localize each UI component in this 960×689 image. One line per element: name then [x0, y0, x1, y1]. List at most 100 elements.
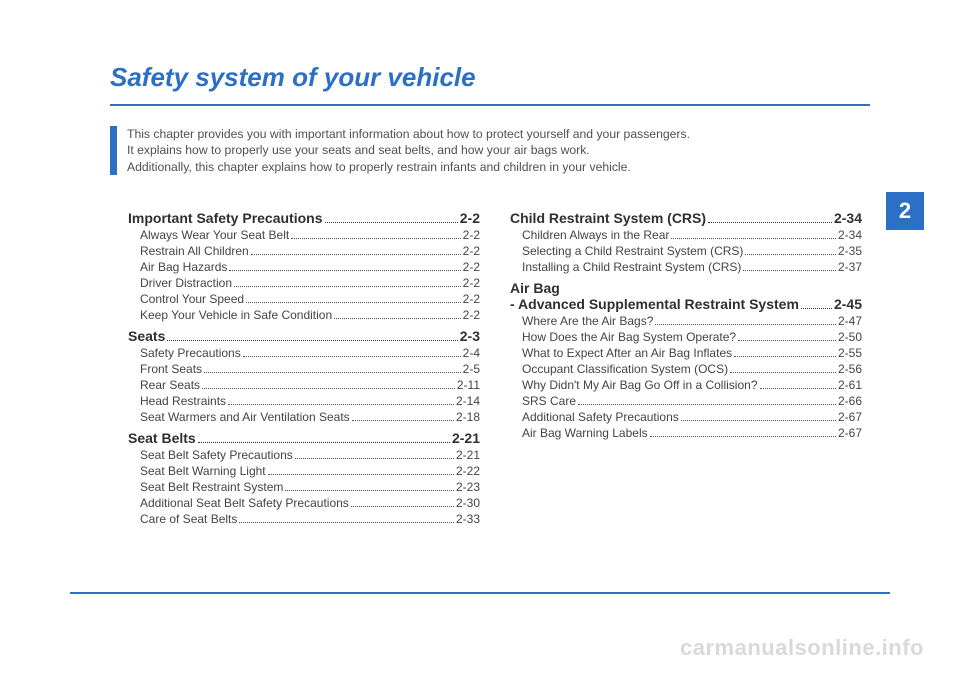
manual-page: Safety system of your vehicle This chapt… — [0, 0, 960, 689]
chapter-tab: 2 — [886, 192, 924, 230]
toc-subitem-label: Additional Seat Belt Safety Precautions — [140, 496, 349, 510]
toc-subitem-page: 2-55 — [838, 346, 862, 360]
toc-subitem-label: Why Didn't My Air Bag Go Off in a Collis… — [522, 378, 758, 392]
watermark-text: carmanualsonline.info — [680, 635, 924, 661]
toc-subitem: Care of Seat Belts2-33 — [128, 512, 480, 526]
toc-leader — [351, 506, 454, 507]
toc-subitem: Where Are the Air Bags? 2-47 — [510, 314, 862, 328]
toc-heading: Seat Belts 2-21 — [128, 430, 480, 446]
toc-subitem-label: Seat Belt Restraint System — [140, 480, 283, 494]
toc-leader — [325, 222, 458, 223]
toc-subitem: Children Always in the Rear2-34 — [510, 228, 862, 242]
toc-heading-page: 2-45 — [834, 296, 862, 312]
toc-subitem: Additional Safety Precautions 2-67 — [510, 410, 862, 424]
toc-leader — [198, 442, 450, 443]
toc-subitem: Seat Belt Restraint System2-23 — [128, 480, 480, 494]
toc-subitem-label: Always Wear Your Seat Belt — [140, 228, 289, 242]
toc-subitem: How Does the Air Bag System Operate?2-50 — [510, 330, 862, 344]
toc-leader — [743, 270, 836, 271]
toc-subitem: Head Restraints2-14 — [128, 394, 480, 408]
toc-subitem: What to Expect After an Air Bag Inflates… — [510, 346, 862, 360]
toc-subitem-label: Safety Precautions — [140, 346, 241, 360]
toc-subitem-page: 2-67 — [838, 426, 862, 440]
toc-subitem-page: 2-18 — [456, 410, 480, 424]
toc-leader — [229, 270, 460, 271]
toc-subitem-page: 2-2 — [463, 260, 480, 274]
toc-subitem: Safety Precautions 2-4 — [128, 346, 480, 360]
toc-subitem-label: How Does the Air Bag System Operate? — [522, 330, 736, 344]
toc-leader — [268, 474, 454, 475]
intro-accent-bar — [110, 126, 117, 175]
toc-subitem-page: 2-35 — [838, 244, 862, 258]
toc-heading-label: Seats — [128, 328, 165, 344]
toc-subitem-page: 2-21 — [456, 448, 480, 462]
toc-heading-label: Seat Belts — [128, 430, 196, 446]
toc-subitem-page: 2-2 — [463, 292, 480, 306]
toc-heading-page: 2-21 — [452, 430, 480, 446]
toc-leader — [708, 222, 832, 223]
toc-leader — [734, 356, 836, 357]
toc-subitem-label: Where Are the Air Bags? — [522, 314, 653, 328]
top-rule — [110, 104, 870, 106]
toc-heading: Important Safety Precautions2-2 — [128, 210, 480, 226]
toc-subitem-page: 2-47 — [838, 314, 862, 328]
toc-leader — [246, 302, 461, 303]
toc-subitem-page: 2-11 — [457, 378, 480, 392]
toc-subitem: Additional Seat Belt Safety Precautions2… — [128, 496, 480, 510]
toc-leader — [801, 308, 832, 309]
toc-subitem: Driver Distraction2-2 — [128, 276, 480, 290]
intro-block: This chapter provides you with important… — [110, 126, 870, 175]
intro-line: This chapter provides you with important… — [127, 127, 690, 141]
intro-line: Additionally, this chapter explains how … — [127, 160, 631, 174]
toc-leader — [745, 254, 836, 255]
toc-subitem: Air Bag Hazards2-2 — [128, 260, 480, 274]
toc-leader — [334, 318, 461, 319]
toc-subitem-label: What to Expect After an Air Bag Inflates — [522, 346, 732, 360]
toc-subitem: Restrain All Children2-2 — [128, 244, 480, 258]
toc-subitem-page: 2-4 — [463, 346, 480, 360]
toc-subitem: Seat Belt Warning Light2-22 — [128, 464, 480, 478]
toc-leader — [234, 286, 461, 287]
toc-leader — [202, 388, 455, 389]
toc-leader — [295, 458, 454, 459]
toc-subitem-page: 2-67 — [838, 410, 862, 424]
toc-heading-page: 2-2 — [460, 210, 480, 226]
toc-heading: Child Restraint System (CRS)2-34 — [510, 210, 862, 226]
toc-subitem-label: Occupant Classification System (OCS) — [522, 362, 728, 376]
toc-subitem-label: Seat Belt Safety Precautions — [140, 448, 293, 462]
toc-subitem-label: Control Your Speed — [140, 292, 244, 306]
toc-leader — [655, 324, 836, 325]
toc-leader — [730, 372, 836, 373]
toc-heading-label: - Advanced Supplemental Restraint System — [510, 296, 799, 312]
toc-leader — [738, 340, 836, 341]
toc-subitem-label: Rear Seats — [140, 378, 200, 392]
toc-leader — [681, 420, 836, 421]
toc-subitem-label: Air Bag Warning Labels — [522, 426, 648, 440]
toc-subitem: SRS Care2-66 — [510, 394, 862, 408]
toc-subitem-page: 2-37 — [838, 260, 862, 274]
toc-leader — [650, 436, 836, 437]
toc-column-left: Important Safety Precautions2-2 Always We… — [128, 204, 480, 526]
toc-leader — [239, 522, 454, 523]
toc-leader — [285, 490, 454, 491]
toc-leader — [760, 388, 836, 389]
toc-subitem-page: 2-61 — [838, 378, 862, 392]
toc-subitem: Selecting a Child Restraint System (CRS)… — [510, 244, 862, 258]
toc-subitem-page: 2-22 — [456, 464, 480, 478]
toc-subitem: Seat Belt Safety Precautions 2-21 — [128, 448, 480, 462]
toc-leader — [671, 238, 836, 239]
toc-subitem-label: Additional Safety Precautions — [522, 410, 679, 424]
toc-heading-label: Air Bag — [510, 280, 862, 296]
toc-heading-label: Child Restraint System (CRS) — [510, 210, 706, 226]
toc-leader — [352, 420, 454, 421]
toc-subitem: Control Your Speed 2-2 — [128, 292, 480, 306]
toc-subitem-page: 2-5 — [463, 362, 480, 376]
toc-leader — [204, 372, 461, 373]
toc-subitem-label: Installing a Child Restraint System (CRS… — [522, 260, 741, 274]
toc-subitem-label: Children Always in the Rear — [522, 228, 669, 242]
bottom-rule — [70, 592, 890, 594]
toc-subitem: Front Seats2-5 — [128, 362, 480, 376]
toc-heading-page: 2-3 — [460, 328, 480, 344]
toc-subitem-label: Selecting a Child Restraint System (CRS) — [522, 244, 743, 258]
toc-subitem-page: 2-2 — [463, 308, 480, 322]
